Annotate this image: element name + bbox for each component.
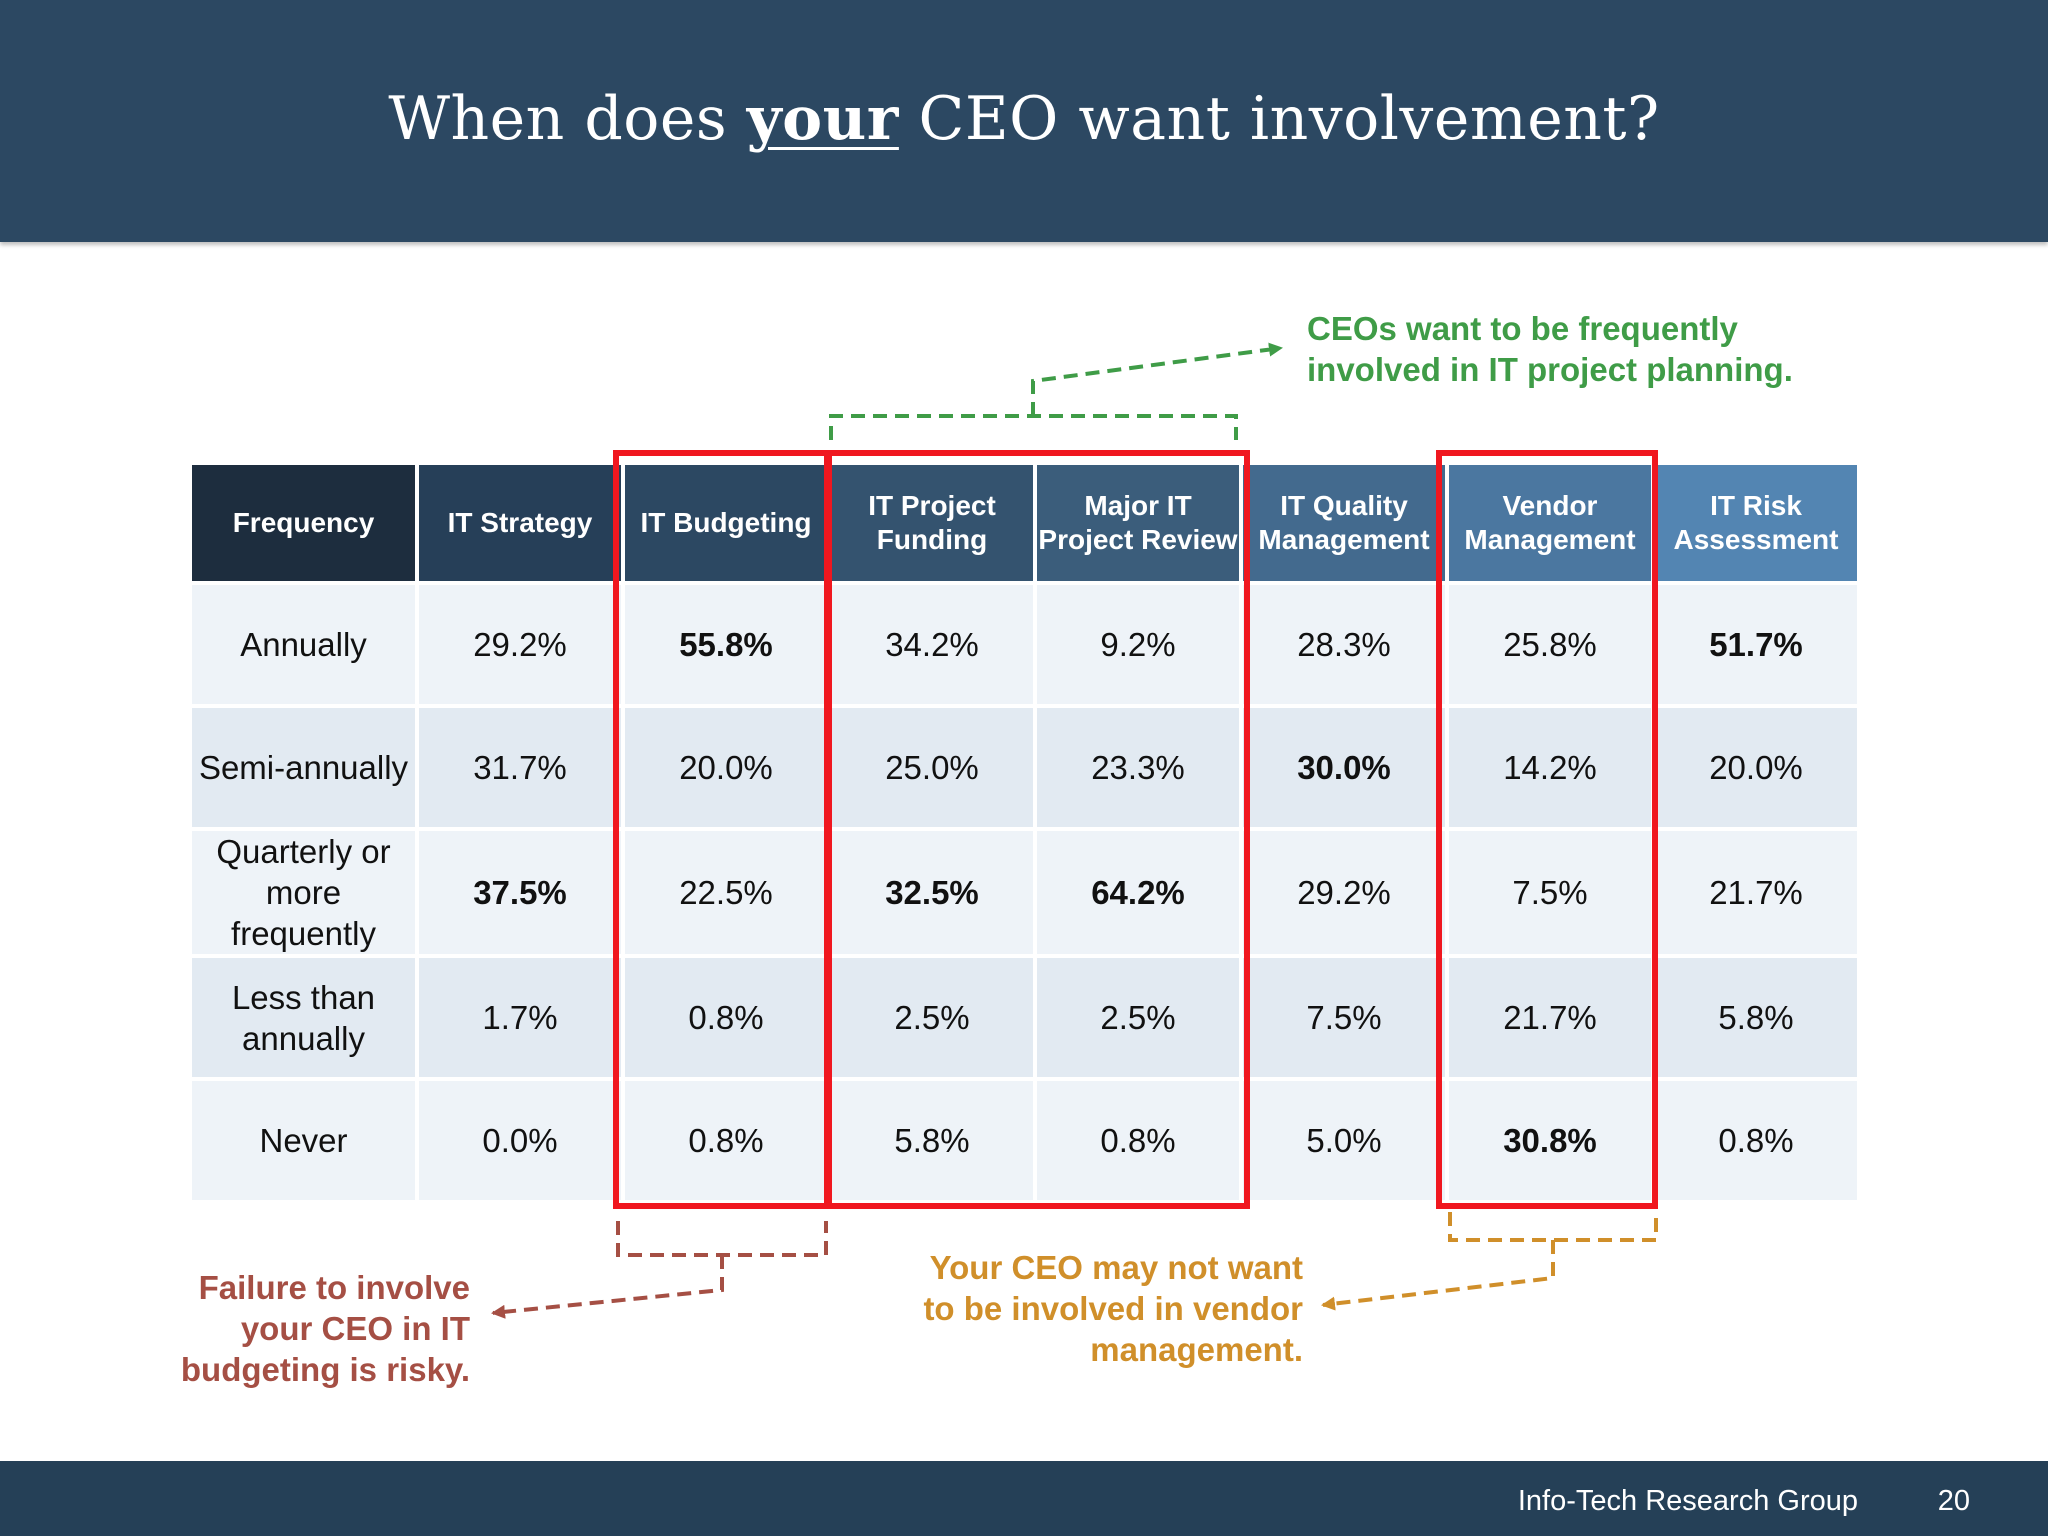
- table-cell: 14.2%: [1449, 708, 1651, 827]
- table-cell: 5.0%: [1243, 1081, 1445, 1200]
- row-label: Semi-annually: [192, 708, 415, 827]
- frequency-table: Frequency IT Strategy IT Budgeting IT Pr…: [188, 461, 1861, 1204]
- table-cell: 37.5%: [419, 831, 621, 954]
- table-cell: 0.8%: [625, 958, 827, 1077]
- header-it-project-funding: IT Project Funding: [831, 465, 1033, 581]
- bracket-project-planning: [829, 342, 1283, 440]
- row-label: Less than annually: [192, 958, 415, 1077]
- header-it-strategy: IT Strategy: [419, 465, 621, 581]
- table-cell: 2.5%: [831, 958, 1033, 1077]
- table-cell: 0.0%: [419, 1081, 621, 1200]
- table-cell: 2.5%: [1037, 958, 1239, 1077]
- title-bar: When does your CEO want involvement?: [0, 0, 2048, 242]
- row-label: Annually: [192, 585, 415, 704]
- table-cell: 28.3%: [1243, 585, 1445, 704]
- header-it-budgeting: IT Budgeting: [625, 465, 827, 581]
- table-cell: 9.2%: [1037, 585, 1239, 704]
- table-cell: 0.8%: [1037, 1081, 1239, 1200]
- annotation-vendor-management: Your CEO may not want to be involved in …: [923, 1249, 1303, 1368]
- annotation-project-planning: CEOs want to be frequently involved in I…: [1307, 310, 1793, 388]
- table-cell: 0.8%: [1655, 1081, 1857, 1200]
- table-row: Less than annually 1.7% 0.8% 2.5% 2.5% 7.5% 21…: [192, 958, 1857, 1077]
- table-cell: 29.2%: [1243, 831, 1445, 954]
- row-label: Never: [192, 1081, 415, 1200]
- header-frequency: Frequency: [192, 465, 415, 581]
- table-cell: 5.8%: [831, 1081, 1033, 1200]
- title-prefix: When does: [388, 84, 747, 154]
- table-cell: 32.5%: [831, 831, 1033, 954]
- table-cell: 7.5%: [1243, 958, 1445, 1077]
- header-vendor-management: Vendor Management: [1449, 465, 1651, 581]
- table-cell: 34.2%: [831, 585, 1033, 704]
- table-row: Quarterly or more frequently 37.5% 22.5% 32…: [192, 831, 1857, 954]
- row-label: Quarterly or more frequently: [192, 831, 415, 954]
- table-cell: 51.7%: [1655, 585, 1857, 704]
- highlight-vendor-management: [1436, 450, 1658, 1209]
- table-cell: 22.5%: [625, 831, 827, 954]
- table-row: Annually 29.2% 55.8% 34.2% 9.2% 28.3% 25.8% 51.…: [192, 585, 1857, 704]
- table-row: Semi-annually 31.7% 20.0% 25.0% 23.3% 30.0% 14…: [192, 708, 1857, 827]
- footer-bar: Info-Tech Research Group 20: [0, 1461, 2048, 1536]
- table-cell: 25.0%: [831, 708, 1033, 827]
- table-cell: 0.8%: [625, 1081, 827, 1200]
- bracket-it-budgeting: [491, 1221, 828, 1319]
- table-row: Never 0.0% 0.8% 5.8% 0.8% 5.0% 30.8% 0.8%: [192, 1081, 1857, 1200]
- annotation-it-budgeting: Failure to involve your CEO in IT budget…: [180, 1269, 470, 1388]
- footer-org: Info-Tech Research Group: [1517, 1485, 1858, 1517]
- table-cell: 30.8%: [1449, 1081, 1651, 1200]
- table-cell: 21.7%: [1449, 958, 1651, 1077]
- bracket-vendor-management: [1321, 1212, 1658, 1311]
- slide-title: When does your CEO want involvement?: [0, 84, 2048, 154]
- header-it-quality-management: IT Quality Management: [1243, 465, 1445, 581]
- title-emphasis: your: [746, 84, 899, 154]
- table-cell: 20.0%: [1655, 708, 1857, 827]
- title-suffix: CEO want involvement?: [898, 84, 1660, 154]
- table-cell: 1.7%: [419, 958, 621, 1077]
- table-cell: 25.8%: [1449, 585, 1651, 704]
- table-cell: 31.7%: [419, 708, 621, 827]
- header-row: Frequency IT Strategy IT Budgeting IT Pr…: [192, 465, 1857, 581]
- highlight-project-planning: [826, 450, 1250, 1209]
- table-cell: 5.8%: [1655, 958, 1857, 1077]
- header-it-risk-assessment: IT Risk Assessment: [1655, 465, 1857, 581]
- table-cell: 21.7%: [1655, 831, 1857, 954]
- table-cell: 30.0%: [1243, 708, 1445, 827]
- header-major-it-project-review: Major IT Project Review: [1037, 465, 1239, 581]
- table-cell: 64.2%: [1037, 831, 1239, 954]
- table-cell: 20.0%: [625, 708, 827, 827]
- table-cell: 23.3%: [1037, 708, 1239, 827]
- table-cell: 7.5%: [1449, 831, 1651, 954]
- table-cell: 55.8%: [625, 585, 827, 704]
- page-number: 20: [1937, 1485, 1970, 1517]
- table-cell: 29.2%: [419, 585, 621, 704]
